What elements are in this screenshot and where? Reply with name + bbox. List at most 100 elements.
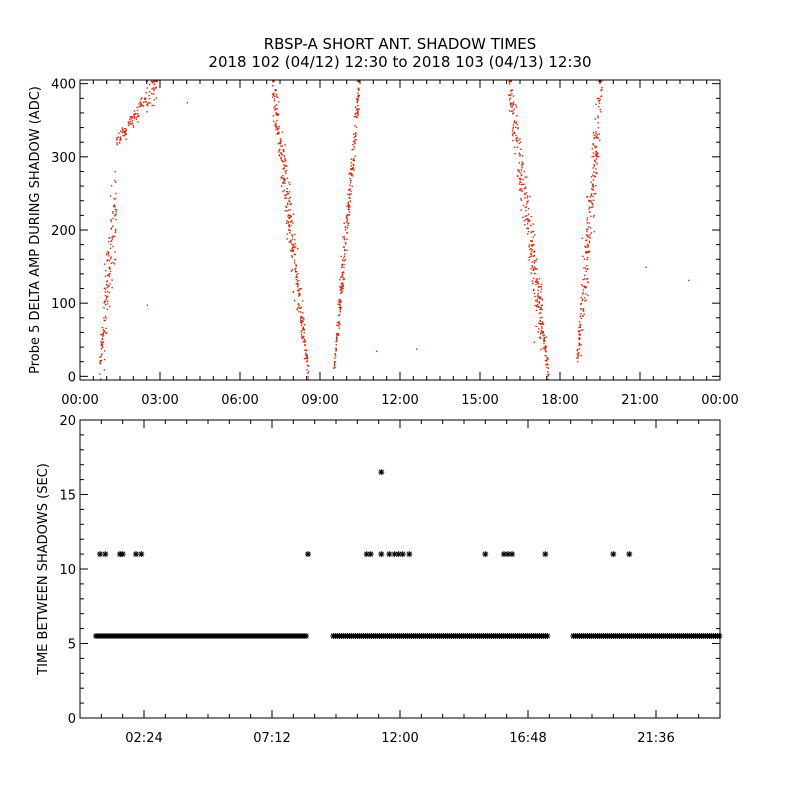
amp-point — [517, 169, 519, 171]
amp-point — [515, 122, 517, 124]
amp-point — [526, 201, 529, 203]
amp-point — [582, 255, 584, 258]
amp-point — [287, 193, 289, 195]
amp-point — [524, 215, 527, 217]
amp-point — [594, 161, 597, 163]
amp-point — [535, 260, 537, 262]
amp-point — [103, 369, 105, 371]
amp-point — [278, 149, 281, 151]
amp-point — [513, 120, 516, 122]
amp-point — [511, 130, 514, 132]
amp-point — [540, 306, 542, 309]
amp-point — [275, 112, 277, 114]
amp-point — [531, 265, 533, 267]
amp-point — [110, 227, 113, 229]
amp-point — [299, 293, 301, 296]
amp-point — [596, 97, 598, 100]
amp-point — [133, 117, 136, 119]
amp-point — [302, 300, 304, 302]
amp-point — [587, 196, 589, 198]
amp-point — [297, 286, 299, 288]
amp-point — [298, 293, 300, 295]
amp-point — [288, 191, 291, 193]
amp-point — [291, 235, 294, 237]
amp-point — [523, 220, 526, 222]
amp-point — [99, 360, 102, 362]
amp-point — [274, 124, 276, 127]
amp-point — [153, 104, 155, 107]
amp-point — [355, 135, 357, 137]
amp-point — [591, 188, 593, 190]
amp-point — [539, 297, 542, 300]
x-tick-label: 12:00 — [381, 393, 418, 408]
amp-point — [518, 162, 520, 164]
amp-point — [582, 308, 585, 310]
amp-point — [334, 366, 336, 368]
amp-point — [105, 298, 107, 300]
amp-point — [521, 167, 523, 169]
amp-point — [103, 307, 105, 309]
amp-point — [340, 276, 342, 279]
amp-point — [344, 249, 346, 252]
amp-point — [129, 119, 131, 121]
amp-point — [285, 165, 288, 167]
amp-point — [518, 183, 520, 185]
amp-point — [272, 96, 274, 98]
shadow-interval-outlier — [505, 551, 511, 558]
amp-point — [291, 247, 293, 249]
amp-point — [346, 214, 348, 217]
amp-point — [333, 367, 335, 369]
amp-point — [516, 136, 518, 139]
amp-point — [530, 253, 533, 255]
amp-point — [511, 89, 514, 91]
amp-point — [376, 350, 378, 353]
amp-point — [540, 329, 543, 332]
amp-point — [295, 271, 297, 273]
amp-point — [345, 221, 348, 223]
amp-point — [106, 274, 109, 276]
amp-point — [294, 243, 296, 245]
amp-point — [285, 172, 287, 175]
amp-point — [307, 372, 309, 374]
amp-point — [148, 97, 151, 100]
amp-point — [357, 95, 359, 97]
amp-point — [513, 108, 515, 110]
amp-point — [530, 247, 532, 250]
amp-point — [594, 193, 597, 195]
amp-point — [518, 169, 520, 172]
amp-point — [117, 136, 120, 138]
amp-point — [132, 115, 134, 118]
amp-point — [585, 299, 588, 301]
amp-point — [298, 295, 300, 297]
amp-point — [357, 92, 359, 94]
amp-point — [578, 348, 581, 350]
amp-point — [519, 181, 521, 183]
amp-point — [578, 321, 581, 323]
amp-point — [589, 237, 591, 239]
amp-point — [519, 148, 522, 150]
amp-point — [540, 348, 542, 351]
amp-point — [343, 238, 346, 241]
shadow-interval-outlier — [395, 551, 402, 558]
amp-point — [103, 319, 105, 322]
amp-point — [122, 131, 125, 133]
amp-point — [533, 341, 535, 343]
amp-point — [533, 262, 536, 264]
amp-point — [108, 267, 111, 269]
amp-point — [509, 97, 512, 99]
amp-point — [577, 352, 580, 354]
amp-point — [541, 321, 544, 323]
amp-point — [580, 296, 582, 299]
amp-point — [291, 234, 293, 236]
amp-point — [577, 357, 579, 359]
amp-point — [335, 350, 337, 352]
amp-point — [532, 268, 535, 271]
amp-point — [347, 214, 349, 216]
amp-point — [115, 210, 117, 213]
amp-point — [285, 197, 287, 199]
amp-point — [152, 80, 155, 83]
amp-point — [336, 337, 338, 339]
amp-point — [295, 276, 297, 278]
amp-point — [146, 104, 148, 106]
amp-point — [283, 178, 285, 181]
